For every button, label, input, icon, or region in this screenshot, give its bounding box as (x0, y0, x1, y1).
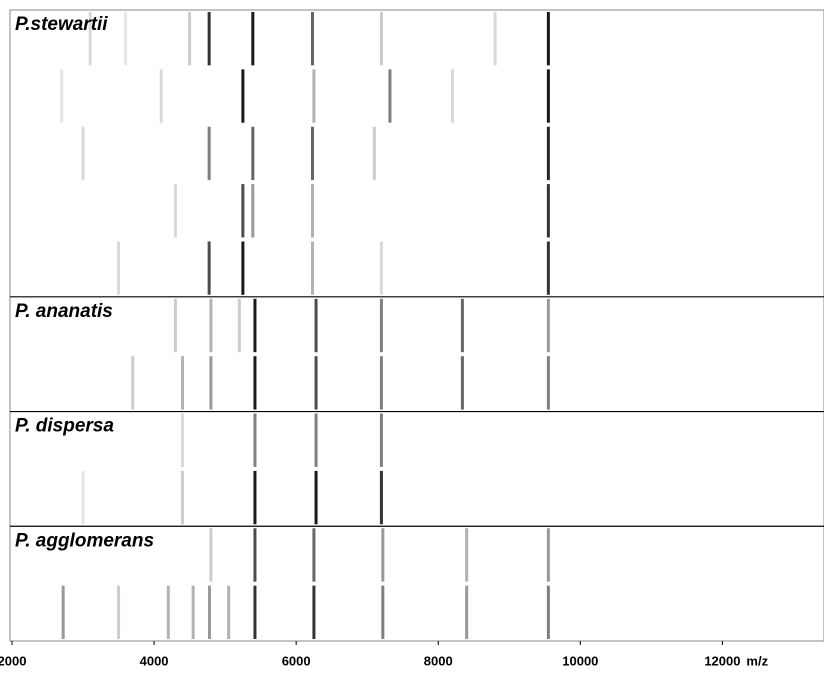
peak-band (546, 184, 550, 238)
peak-band (546, 528, 550, 582)
peak-band (546, 126, 550, 181)
peak-band (546, 241, 550, 295)
peak-band (314, 413, 318, 467)
peak-band (546, 298, 550, 353)
peak-band (241, 69, 245, 123)
peak-band (460, 298, 464, 353)
peak-band (388, 69, 392, 123)
peak-band (207, 12, 211, 66)
peak-band (124, 12, 128, 66)
peak-band (253, 585, 257, 639)
x-tick-label: 8000 (424, 653, 453, 668)
peak-band (60, 69, 64, 123)
peak-band (180, 413, 184, 467)
peak-band (314, 298, 318, 353)
peak-band (253, 356, 257, 410)
peak-band (381, 528, 385, 582)
peak-band (61, 585, 65, 639)
peak-band (379, 241, 383, 295)
peak-band (546, 12, 550, 66)
peak-band (88, 12, 92, 66)
peak-band (227, 585, 231, 639)
peak-band (207, 241, 211, 295)
peak-band (207, 126, 211, 181)
peak-band (312, 585, 316, 639)
peak-band (465, 528, 469, 582)
peak-band (188, 12, 192, 66)
peak-band (131, 356, 135, 410)
x-axis-label: m/z (746, 653, 768, 668)
peak-band (209, 356, 213, 410)
peak-band (311, 126, 315, 181)
peak-band (379, 413, 383, 467)
peak-band (173, 298, 177, 353)
peak-band (311, 12, 315, 66)
peak-band (379, 298, 383, 353)
peak-band (311, 241, 315, 295)
x-tick-label: 4000 (140, 653, 169, 668)
peak-band (251, 126, 255, 181)
group-label: P. ananatis (15, 301, 113, 322)
peak-band (253, 528, 257, 582)
peak-band (546, 356, 550, 410)
peak-band (180, 470, 184, 525)
peak-band (191, 585, 195, 639)
peak-band (253, 470, 257, 525)
peak-band (314, 470, 318, 525)
peak-band (372, 126, 376, 181)
peak-band (311, 184, 315, 238)
x-tick-label: 10000 (562, 653, 598, 668)
peak-band (546, 585, 550, 639)
peak-band (379, 470, 383, 525)
plot-area (9, 9, 824, 642)
peak-band (166, 585, 170, 639)
peak-band (251, 12, 255, 66)
group-label: P. agglomerans (15, 530, 154, 551)
peak-band (209, 298, 213, 353)
peak-band (465, 585, 469, 639)
peak-band (117, 585, 121, 639)
peak-band (312, 528, 316, 582)
peak-band (381, 585, 385, 639)
peak-band (81, 126, 85, 181)
peak-band (180, 356, 184, 410)
peak-band (253, 298, 257, 353)
peak-band (312, 69, 316, 123)
peak-band (209, 528, 213, 582)
peak-band (81, 470, 85, 525)
peak-band (460, 356, 464, 410)
x-tick-label: 6000 (282, 653, 311, 668)
peak-band (241, 184, 245, 238)
group-label: P. dispersa (15, 416, 114, 437)
peak-band (241, 241, 245, 295)
peak-band (251, 184, 255, 238)
peak-band (207, 585, 211, 639)
peak-band (450, 69, 454, 123)
x-tick-label: 12000 (704, 653, 740, 668)
peak-band (173, 184, 177, 238)
peak-band (379, 356, 383, 410)
peak-band (237, 298, 241, 353)
x-tick-label: 2000 (0, 653, 26, 668)
peak-band (546, 69, 550, 123)
peak-band (159, 69, 163, 123)
group-label: P.stewartii (15, 14, 108, 35)
peak-band (379, 12, 383, 66)
peak-band (117, 241, 121, 295)
peak-band (314, 356, 318, 410)
peak-band (253, 413, 257, 467)
peak-band (493, 12, 497, 66)
